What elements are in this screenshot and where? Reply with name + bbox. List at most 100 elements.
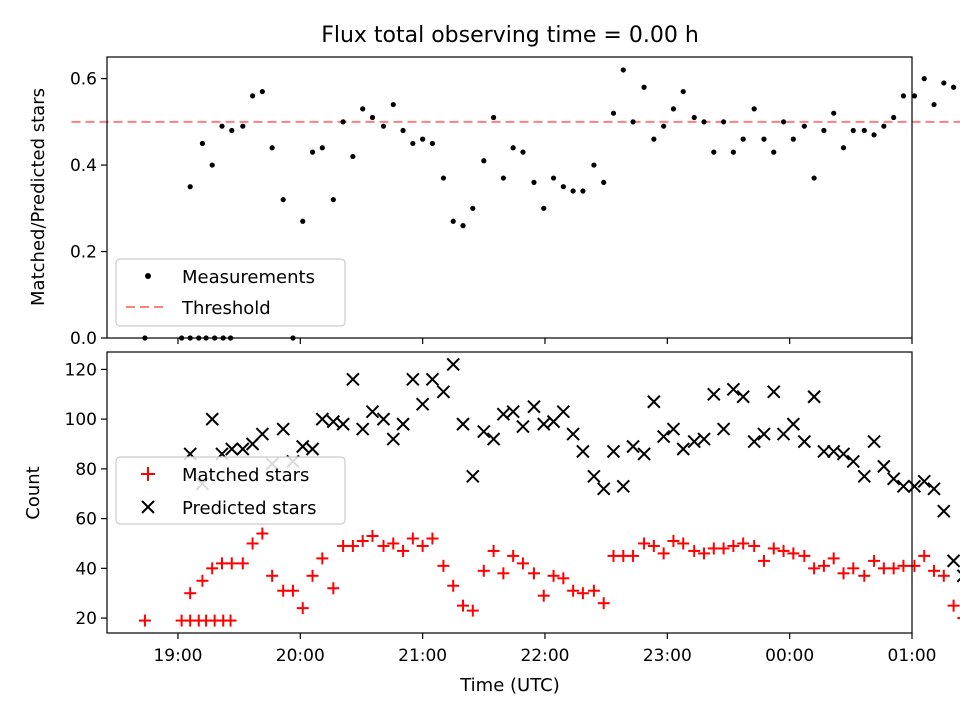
matched-star-point bbox=[406, 532, 419, 545]
bottom-legend: Matched stars Predicted stars bbox=[115, 456, 346, 525]
matched-star-point bbox=[557, 572, 570, 585]
predicted-star-point bbox=[687, 434, 701, 449]
measurement-point bbox=[350, 153, 356, 160]
predicted-star-point bbox=[506, 404, 520, 419]
measurement-point bbox=[259, 88, 265, 95]
matched-star-point bbox=[246, 537, 259, 550]
matched-star-point bbox=[757, 554, 770, 567]
predicted-star-point bbox=[396, 417, 410, 431]
bottom-y-ticks: 20 40 60 80 100 120 bbox=[65, 360, 107, 629]
predicted-star-point bbox=[336, 417, 350, 431]
matched-star-point bbox=[957, 617, 960, 620]
measurement-point bbox=[560, 184, 566, 190]
bottom-y-tick-label: 80 bbox=[75, 460, 97, 480]
bottom-y-tick-label: 20 bbox=[75, 609, 97, 629]
measurement-point bbox=[280, 197, 286, 203]
x-tick-label: 22:00 bbox=[520, 646, 569, 666]
matched-star-point bbox=[346, 539, 359, 552]
matched-star-point bbox=[497, 567, 510, 580]
x-tick-label: 21:00 bbox=[398, 646, 447, 666]
measurement-point bbox=[821, 127, 827, 134]
predicted-star-point bbox=[857, 469, 871, 484]
matched-star-point bbox=[897, 559, 910, 572]
predicted-star-point bbox=[676, 442, 690, 456]
predicted-star-point bbox=[466, 469, 480, 484]
measurement-point bbox=[500, 175, 506, 181]
matched-star-point bbox=[787, 547, 800, 560]
predicted-star-point bbox=[917, 474, 931, 489]
legend-predicted-label: Predicted stars bbox=[182, 498, 316, 519]
matched-star-point bbox=[688, 544, 701, 557]
bottom-x-ticks: 19:0020:0021:0022:0023:0000:0001:0002:00… bbox=[153, 633, 937, 666]
x-tick-label: 01:00 bbox=[888, 646, 937, 666]
measurement-point bbox=[481, 158, 487, 164]
measurement-point bbox=[541, 205, 547, 211]
measurement-point bbox=[510, 145, 516, 151]
measurement-point bbox=[911, 93, 918, 99]
measurement-point bbox=[550, 175, 557, 181]
measurement-point bbox=[450, 218, 456, 224]
measurement-point bbox=[701, 119, 707, 125]
x-axis-label: Time (UTC) bbox=[459, 675, 560, 696]
top-y-tick-label: 0.4 bbox=[70, 156, 97, 176]
predicted-star-point bbox=[846, 454, 860, 469]
legend-threshold-label: Threshold bbox=[181, 298, 271, 319]
matched-star-point bbox=[777, 544, 790, 557]
matched-star-point bbox=[397, 544, 410, 557]
matched-star-point bbox=[947, 599, 960, 612]
measurement-point bbox=[720, 119, 727, 125]
measurement-point bbox=[761, 136, 767, 142]
matched-star-point bbox=[516, 557, 529, 570]
predicted-star-point bbox=[886, 472, 901, 486]
matched-star-point bbox=[767, 542, 780, 555]
measurement-point bbox=[269, 145, 275, 151]
top-y-axis-label: Matched/Predicted stars bbox=[28, 88, 49, 306]
predicted-star-point bbox=[406, 372, 420, 387]
predicted-star-point bbox=[946, 554, 960, 568]
predicted-star-point bbox=[807, 390, 821, 404]
top-y-tick-label: 0.2 bbox=[70, 243, 97, 263]
measurement-point bbox=[630, 119, 636, 125]
measurement-point bbox=[711, 149, 717, 155]
measurement-point bbox=[680, 88, 686, 95]
matched-star-point bbox=[507, 549, 520, 562]
top-legend-box bbox=[115, 258, 346, 327]
matched-star-point bbox=[377, 539, 390, 552]
measurement-point bbox=[580, 188, 586, 194]
predicted-star-point bbox=[956, 569, 960, 583]
predicted-star-point bbox=[877, 459, 891, 474]
measurement-point bbox=[199, 140, 206, 147]
measurement-point bbox=[840, 145, 847, 151]
measurement-point bbox=[881, 123, 887, 129]
matched-star-point bbox=[847, 562, 860, 575]
predicted-star-point bbox=[666, 422, 681, 436]
predicted-star-point bbox=[436, 385, 451, 399]
matched-star-point bbox=[256, 527, 269, 540]
matched-star-point bbox=[737, 537, 750, 550]
measurement-point bbox=[601, 179, 607, 185]
matched-star-point bbox=[236, 557, 249, 570]
predicted-star-point bbox=[896, 479, 911, 493]
measurement-point bbox=[410, 140, 416, 147]
predicted-star-point bbox=[836, 447, 851, 461]
predicted-star-point bbox=[446, 357, 460, 372]
legend-matched-marker bbox=[141, 467, 155, 481]
legend-matched-label: Matched stars bbox=[182, 465, 309, 486]
predicted-star-point bbox=[425, 372, 440, 387]
predicted-star-point bbox=[596, 482, 611, 496]
predicted-star-point bbox=[527, 400, 541, 414]
matched-star-point bbox=[808, 562, 821, 575]
predicted-star-point bbox=[867, 434, 881, 449]
measurements-points bbox=[142, 67, 957, 341]
matched-star-point bbox=[466, 604, 479, 617]
predicted-star-point bbox=[315, 412, 330, 426]
measurement-point bbox=[891, 114, 897, 121]
matched-star-point bbox=[327, 582, 340, 595]
top-y-tick-label: 0.0 bbox=[70, 329, 97, 349]
matched-star-point bbox=[286, 584, 299, 597]
measurement-point bbox=[740, 136, 746, 142]
predicted-star-point bbox=[415, 397, 430, 411]
matched-star-point bbox=[798, 549, 811, 562]
measurement-point bbox=[691, 114, 697, 121]
predicted-star-point bbox=[556, 404, 571, 419]
